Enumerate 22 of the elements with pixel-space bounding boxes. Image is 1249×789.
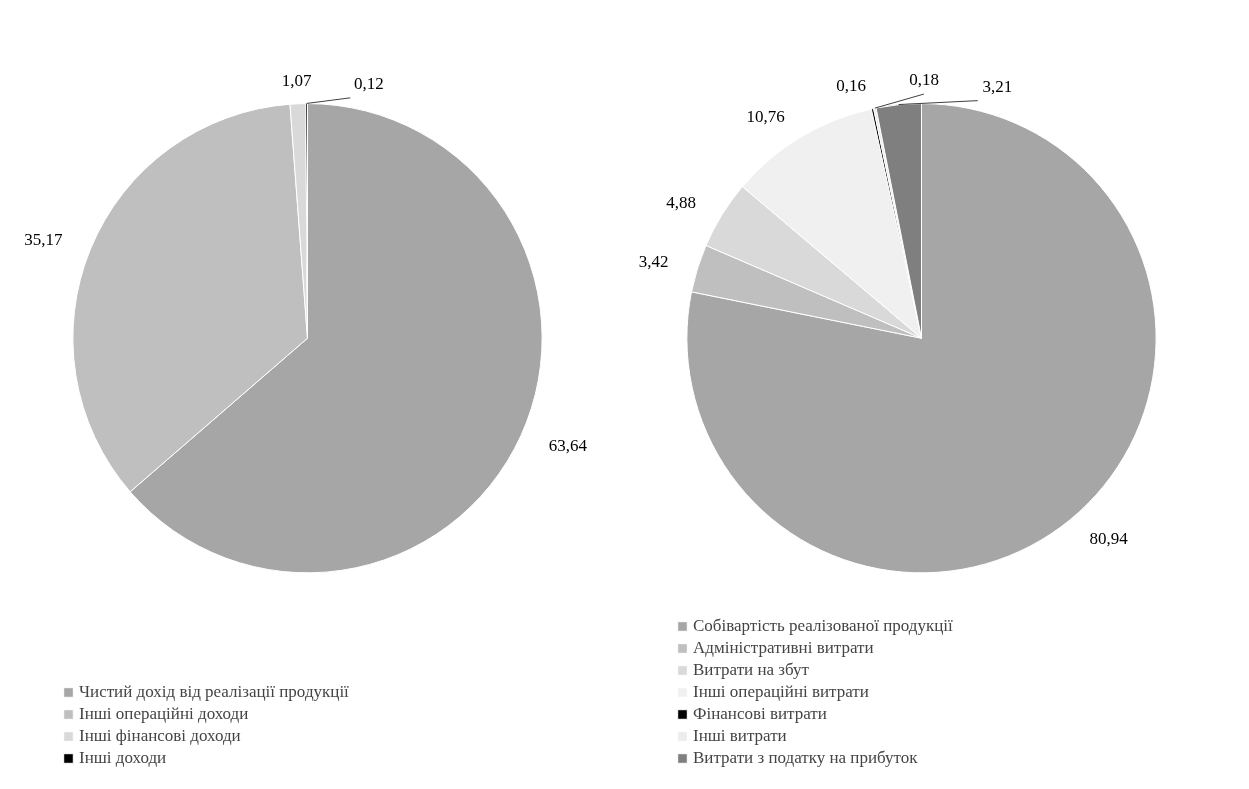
legend-label: Інші фінансові доходи bbox=[79, 726, 241, 746]
data-label: 35,17 bbox=[24, 230, 63, 250]
legend-label: Інші операційні доходи bbox=[79, 704, 249, 724]
legend-label: Собівартість реалізованої продукції bbox=[693, 616, 953, 636]
legend-label: Витрати з податку на прибуток bbox=[693, 748, 918, 768]
data-label: 63,64 bbox=[548, 436, 588, 455]
data-label: 0,12 bbox=[353, 74, 384, 94]
data-label: 80,94 bbox=[1089, 528, 1129, 548]
legend-label: Інші витрати bbox=[693, 726, 787, 746]
legend-label: Фінансові витрати bbox=[693, 704, 827, 724]
legend-label: Інші доходи bbox=[79, 748, 167, 768]
data-label: 1,07 bbox=[281, 70, 312, 90]
data-label: 3,42 bbox=[638, 251, 669, 271]
data-label: 4,88 bbox=[666, 192, 697, 212]
legend-label: Чистий дохід від реалізації продукції bbox=[79, 682, 349, 702]
data-label: 0,16 bbox=[836, 76, 867, 96]
legend-label: Адміністративні витрати bbox=[693, 638, 874, 658]
legend-label: Витрати на збут bbox=[693, 660, 809, 680]
data-label: 0,18 bbox=[909, 70, 939, 90]
data-label: 10,76 bbox=[746, 107, 785, 127]
data-label: 3,21 bbox=[982, 77, 1013, 97]
legend-label: Інші операційні витрати bbox=[693, 682, 869, 702]
